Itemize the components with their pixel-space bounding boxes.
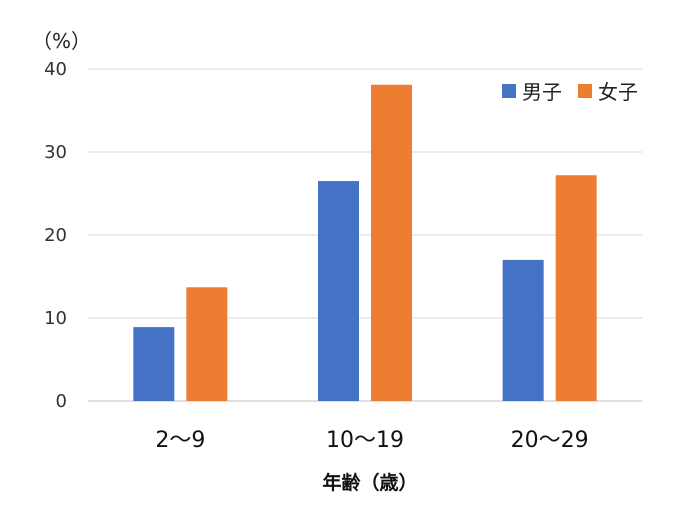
x-tick-label: 20～29 [511, 428, 589, 453]
x-axis-ticks: 2～9 10～19 20～29 [155, 428, 588, 453]
bar-female [371, 84, 412, 402]
bars [133, 84, 597, 402]
x-axis-title: 年齢（歳） [322, 471, 417, 494]
bar-male [318, 181, 359, 401]
legend: 男子 女子 [502, 80, 638, 104]
y-unit-label: （%） [32, 29, 91, 53]
y-tick-label: 40 [44, 59, 67, 80]
y-tick-label: 30 [44, 142, 67, 163]
x-tick-label: 2～9 [155, 428, 205, 453]
legend-swatch [502, 84, 516, 98]
bar-female [186, 287, 228, 401]
legend-label: 女子 [598, 80, 638, 104]
bar-female [555, 175, 597, 401]
y-tick-label: 10 [44, 308, 67, 329]
y-tick-label: 0 [56, 391, 67, 412]
y-axis-ticks: 0 10 20 30 40 [44, 59, 67, 412]
bar-male [133, 327, 175, 401]
y-tick-label: 20 [44, 225, 67, 246]
gridlines [88, 68, 642, 402]
x-tick-label: 10～19 [326, 428, 404, 453]
legend-label: 男子 [522, 80, 562, 104]
bar-male [502, 259, 544, 401]
legend-swatch [578, 84, 592, 98]
